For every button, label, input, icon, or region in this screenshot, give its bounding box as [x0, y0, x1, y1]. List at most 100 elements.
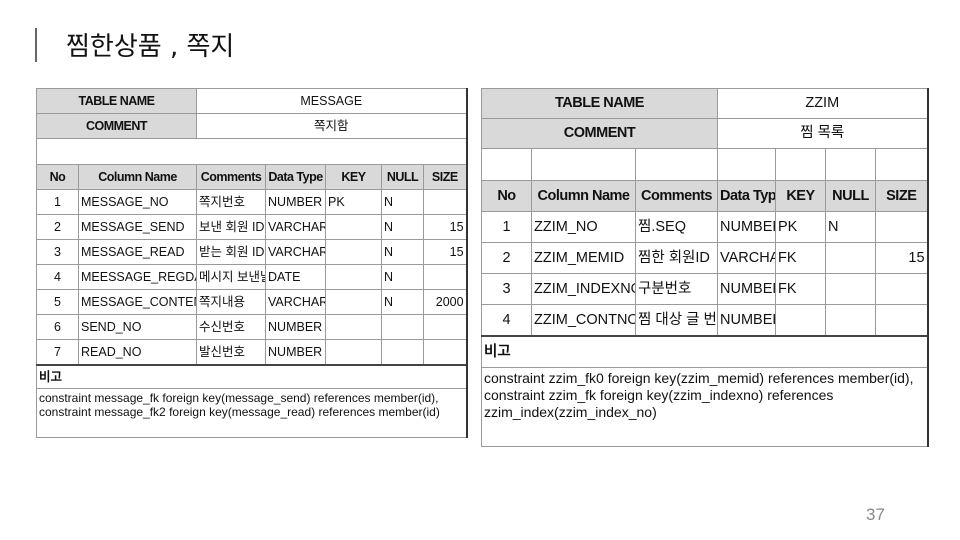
table-row: 2 ZZIM_MEMID 찜한 회원ID VARCHAR FK 15 [481, 242, 929, 274]
title-accent-bar [35, 28, 37, 62]
blank-cell [717, 148, 776, 181]
notes-row: constraint message_fk foreign key(messag… [35, 388, 468, 438]
cell-null [825, 273, 876, 305]
cell-column: SEND_NO [77, 314, 198, 340]
cell-column: READ_NO [77, 339, 198, 366]
blank-cell [825, 148, 876, 181]
cell-type: VARCHAR [717, 242, 776, 274]
cell-size [423, 339, 468, 366]
comment-row: COMMENT 찜 목록 [481, 118, 929, 149]
notes-line: zzim_index(zzim_index_no) [484, 403, 657, 420]
cell-column: MESSAGE_SEND [77, 214, 198, 240]
cell-type: NUMBER [265, 314, 327, 340]
table-name-label: TABLE NAME [481, 88, 718, 119]
cell-column: MESSAGE_CONTENT [77, 289, 198, 315]
blank-cell [635, 148, 718, 181]
blank-cell [874, 148, 929, 181]
cell-comments: 찜 대상 글 번호 [635, 304, 718, 337]
header-no: No [36, 164, 79, 190]
cell-null [825, 242, 876, 274]
notes-label-row: 비고 [480, 335, 929, 368]
cell-null: N [381, 239, 425, 265]
cell-size: 15 [874, 242, 929, 274]
table-row: 4 MEESSAGE_REGDATE 메시지 보낸날 DATE N [36, 264, 468, 290]
cell-size [423, 314, 468, 340]
cell-key [325, 339, 383, 366]
table-name-row: TABLE NAME MESSAGE [35, 88, 468, 114]
cell-column: MESSAGE_NO [77, 189, 198, 215]
blank-row [35, 138, 468, 165]
cell-no: 2 [481, 242, 532, 274]
header-null: NULL [381, 164, 425, 190]
cell-null: N [381, 214, 425, 240]
column-header-row: No Column Name Comments Data Type KEY NU… [481, 180, 929, 212]
cell-size [874, 211, 929, 243]
cell-null: N [381, 189, 425, 215]
table-name-value: ZZIM [716, 88, 929, 119]
table-name-value: MESSAGE [196, 88, 468, 114]
notes-line: constraint message_fk foreign key(messag… [39, 391, 439, 405]
notes-text: constraint zzim_fk0 foreign key(zzim_mem… [480, 367, 929, 447]
cell-type: VARCHAR2 [265, 239, 327, 265]
cell-null [381, 339, 425, 366]
cell-column: ZZIM_CONTNO [531, 304, 636, 337]
cell-comments: 쪽지내용 [196, 289, 267, 315]
cell-comments: 찜한 회원ID [635, 242, 718, 274]
slide-title: 찜한상품 , 쪽지 [66, 32, 235, 62]
comment-label: COMMENT [481, 118, 718, 149]
cell-null: N [381, 289, 425, 315]
cell-type: DATE [265, 264, 327, 290]
table-row: 2 MESSAGE_SEND 보낸 회원 ID VARCHAR2 N 15 [36, 214, 468, 240]
header-null: NULL [825, 180, 876, 212]
header-key: KEY [325, 164, 383, 190]
cell-key [325, 239, 383, 265]
header-data-type: Data Type [265, 164, 327, 190]
table-row: 7 READ_NO 발신번호 NUMBER [36, 339, 468, 366]
cell-key: PK [775, 211, 826, 243]
cell-column: ZZIM_NO [531, 211, 636, 243]
blank-cell [775, 148, 826, 181]
cell-type: VARCHAR2 [265, 214, 327, 240]
cell-key [325, 264, 383, 290]
cell-type: NUMBER [717, 304, 776, 337]
cell-column: ZZIM_INDEXNO [531, 273, 636, 305]
notes-row: constraint zzim_fk0 foreign key(zzim_mem… [480, 367, 929, 447]
cell-comments: 찜.SEQ [635, 211, 718, 243]
cell-key [325, 289, 383, 315]
table-row: 1 ZZIM_NO 찜.SEQ NUMBER PK N [481, 211, 929, 243]
notes-label-row: 비고 [35, 364, 468, 389]
cell-null [381, 314, 425, 340]
cell-null: N [381, 264, 425, 290]
comment-value: 쪽지함 [196, 113, 468, 139]
cell-no: 6 [36, 314, 79, 340]
header-size: SIZE [874, 180, 929, 212]
zzim-table-spec: TABLE NAME ZZIM COMMENT 찜 목록 No Column N… [480, 88, 929, 447]
cell-size [423, 189, 468, 215]
cell-key: PK [325, 189, 383, 215]
header-column-name: Column Name [531, 180, 636, 212]
cell-column: ZZIM_MEMID [531, 242, 636, 274]
cell-no: 1 [481, 211, 532, 243]
table-row: 4 ZZIM_CONTNO 찜 대상 글 번호 NUMBER [481, 304, 929, 337]
cell-type: NUMBER [717, 211, 776, 243]
notes-text: constraint message_fk foreign key(messag… [35, 388, 468, 438]
header-size: SIZE [423, 164, 468, 190]
cell-no: 4 [481, 304, 532, 337]
message-table-spec: TABLE NAME MESSAGE COMMENT 쪽지함 No Column… [35, 88, 468, 438]
table-row: 5 MESSAGE_CONTENT 쪽지내용 VARCHAR2 N 2000 [36, 289, 468, 315]
cell-no: 1 [36, 189, 79, 215]
cell-size: 2000 [423, 289, 468, 315]
cell-no: 3 [481, 273, 532, 305]
cell-null: N [825, 211, 876, 243]
blank-cell [481, 148, 532, 181]
header-key: KEY [775, 180, 826, 212]
cell-size [874, 304, 929, 337]
cell-comments: 받는 회원 ID [196, 239, 267, 265]
cell-column: MESSAGE_READ [77, 239, 198, 265]
notes-label: 비고 [35, 364, 468, 389]
blank-cell [35, 138, 468, 165]
cell-key [325, 314, 383, 340]
header-comments: Comments [635, 180, 718, 212]
table-name-label: TABLE NAME [35, 88, 198, 114]
cell-comments: 구분번호 [635, 273, 718, 305]
